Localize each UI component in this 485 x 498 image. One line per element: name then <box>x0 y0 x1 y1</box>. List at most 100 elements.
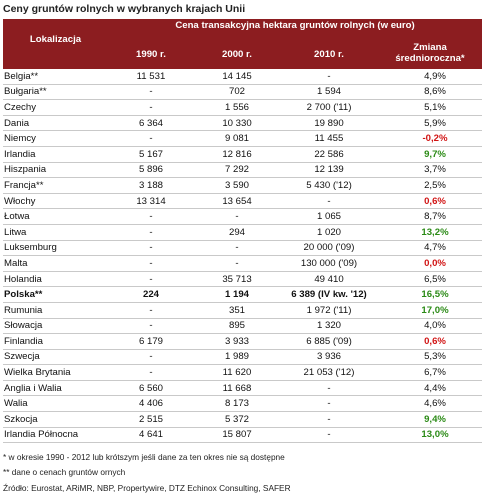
table-header: Lokalizacja Cena transakcyjna hektara gr… <box>3 19 482 69</box>
footnote-period: * w okresie 1990 - 2012 lub krótszym jeś… <box>3 452 285 462</box>
value-2000: - <box>194 208 280 225</box>
annual-change-value: 17,0% <box>421 304 449 316</box>
value-2000: 15 807 <box>194 427 280 444</box>
table-row: Luksemburg - -20 000 ('09) 4,7% <box>3 240 482 257</box>
annual-change-value: 8,7% <box>424 211 446 223</box>
annual-change-value: 0,6% <box>424 335 446 347</box>
table-row: Francja** 3 188 3 590 5 430 ('12) 2,5% <box>3 177 482 194</box>
value-2010: - <box>280 411 378 428</box>
annual-change: 0,6% <box>378 193 482 210</box>
country-name: Francja** <box>3 177 108 194</box>
value-2010: - <box>280 395 378 413</box>
annual-change: -0,2% <box>378 130 482 147</box>
value-1990: - <box>108 271 194 288</box>
country-name: Litwa <box>3 224 108 241</box>
annual-change-value: 5,1% <box>424 101 446 113</box>
annual-change: 4,6% <box>378 395 482 413</box>
annual-change-value: 4,7% <box>424 242 446 254</box>
table-title: Ceny gruntów rolnych w wybranych krajach… <box>3 3 246 15</box>
value-1990: 224 <box>108 286 194 303</box>
table-row: Irlandia Północna 4 641 15 807- 13,0% <box>3 427 482 444</box>
country-name: Łotwa <box>3 208 108 225</box>
value-2010: - <box>280 427 378 444</box>
value-2000: 9 081 <box>194 130 280 147</box>
annual-change: 2,5% <box>378 177 482 194</box>
table-row: Irlandia 5 167 12 816 22 586 9,7% <box>3 146 482 163</box>
value-2000: 14 145 <box>194 69 280 85</box>
value-2010: 1 594 <box>280 84 378 101</box>
country-name: Szkocja <box>3 411 108 428</box>
header-change: Zmiana średnioroczna* <box>378 40 482 69</box>
header-2010: 2010 r. <box>280 40 378 69</box>
value-2010: - <box>280 380 378 397</box>
value-1990: 13 314 <box>108 193 194 210</box>
country-name: Bułgaria** <box>3 84 108 101</box>
header-change-line2: średnioroczna* <box>395 53 465 64</box>
table-row: Finlandia 6 179 3 933 6 885 ('09) 0,6% <box>3 333 482 350</box>
annual-change: 8,7% <box>378 208 482 225</box>
country-name: Szwecja <box>3 349 108 366</box>
table-row: Słowacja -895 1 320 4,0% <box>3 318 482 335</box>
source-note: Źródło: Eurostat, ARiMR, NBP, Propertywi… <box>3 482 291 493</box>
value-2000: 7 292 <box>194 162 280 179</box>
value-2000: 10 330 <box>194 115 280 132</box>
annual-change: 16,5% <box>378 286 482 303</box>
table-row: Niemcy -9 081 11 455 -0,2% <box>3 130 482 147</box>
annual-change-value: 8,6% <box>424 86 446 98</box>
table-row: Włochy 13 314 13 654- 0,6% <box>3 193 482 210</box>
value-2000: 895 <box>194 318 280 335</box>
value-2000: 8 173 <box>194 395 280 413</box>
table-row: Litwa -294 1 020 13,2% <box>3 224 482 241</box>
annual-change: 6,7% <box>378 364 482 381</box>
annual-change-value: 4,0% <box>424 320 446 332</box>
annual-change-value: -0,2% <box>422 133 448 145</box>
annual-change-value: 4,6% <box>424 398 446 410</box>
value-2000: 12 816 <box>194 146 280 163</box>
country-name: Polska** <box>3 286 108 303</box>
annual-change-value: 4,9% <box>424 70 446 82</box>
value-2000: 1 556 <box>194 99 280 116</box>
value-1990: 11 531 <box>108 69 194 85</box>
value-2010: 11 455 <box>280 130 378 147</box>
annual-change: 4,0% <box>378 318 482 335</box>
value-1990: - <box>108 255 194 272</box>
value-2010: 130 000 ('09) <box>280 255 378 272</box>
annual-change-value: 16,5% <box>421 289 449 301</box>
country-name: Anglia i Walia <box>3 380 108 397</box>
header-location: Lokalizacja <box>3 19 108 69</box>
land-price-table: Lokalizacja Cena transakcyjna hektara gr… <box>3 19 482 444</box>
header-price-group: Cena transakcyjna hektara gruntów rolnyc… <box>108 19 482 40</box>
value-1990: 6 364 <box>108 115 194 132</box>
annual-change: 4,9% <box>378 69 482 85</box>
table-row: Bułgaria** -702 1 594 8,6% <box>3 84 482 101</box>
annual-change: 9,7% <box>378 146 482 163</box>
value-1990: - <box>108 349 194 366</box>
value-2010: 1 972 ('11) <box>280 302 378 319</box>
value-2010: 12 139 <box>280 162 378 179</box>
annual-change-value: 5,3% <box>424 351 446 363</box>
annual-change-value: 6,5% <box>424 273 446 285</box>
value-2010: 1 065 <box>280 208 378 225</box>
annual-change: 0,0% <box>378 255 482 272</box>
value-2000: 3 933 <box>194 333 280 350</box>
value-2010: 19 890 <box>280 115 378 132</box>
value-2000: 13 654 <box>194 193 280 210</box>
country-name: Walia <box>3 395 108 413</box>
value-2010: 1 020 <box>280 224 378 241</box>
annual-change-value: 9,7% <box>424 148 446 160</box>
country-name: Malta <box>3 255 108 272</box>
value-2000: 5 372 <box>194 411 280 428</box>
value-2010: 6 885 ('09) <box>280 333 378 350</box>
country-name: Wielka Brytania <box>3 364 108 381</box>
annual-change: 5,1% <box>378 99 482 116</box>
footnotes: * w okresie 1990 - 2012 lub krótszym jeś… <box>3 450 291 496</box>
value-1990: 6 560 <box>108 380 194 397</box>
value-2000: 11 620 <box>194 364 280 381</box>
annual-change: 3,7% <box>378 162 482 179</box>
value-2010: 1 320 <box>280 318 378 335</box>
value-1990: 4 406 <box>108 395 194 413</box>
table-body: Belgia** 11 531 14 145-4,9% Bułgaria** -702 1… <box>3 69 482 444</box>
value-2010: - <box>280 69 378 85</box>
country-name: Finlandia <box>3 333 108 350</box>
